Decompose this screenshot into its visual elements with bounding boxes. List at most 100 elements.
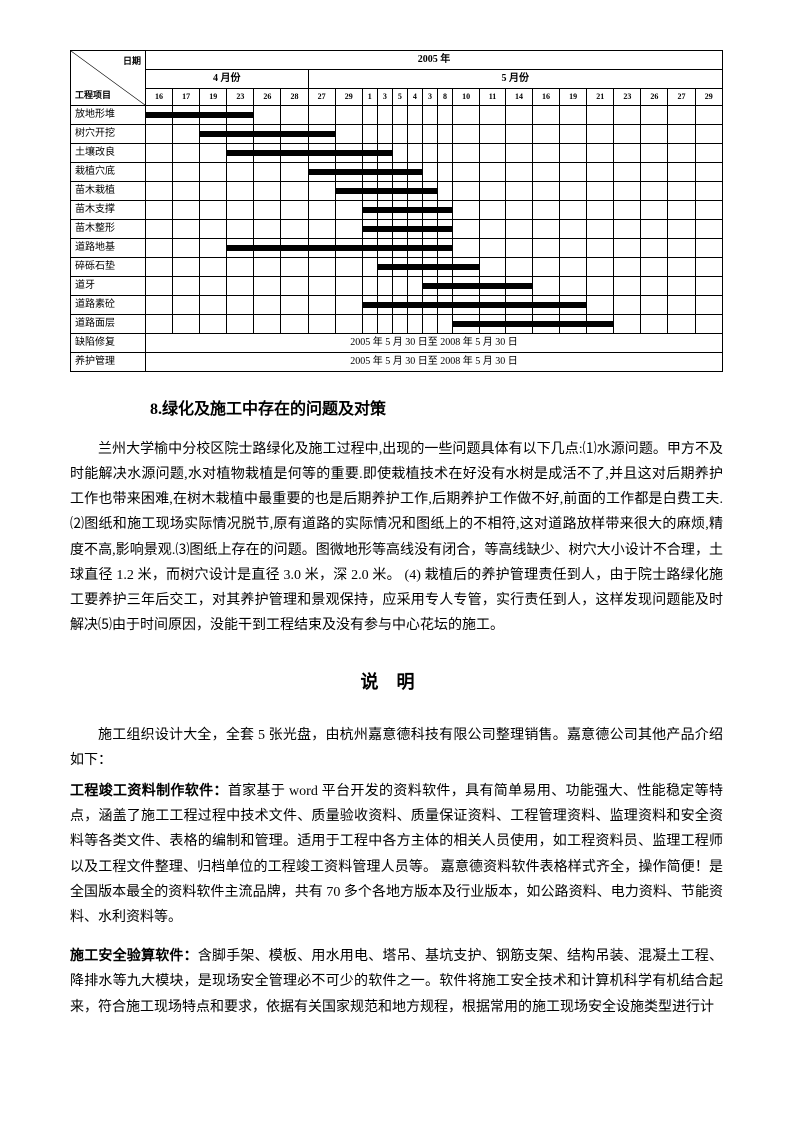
gantt-bar [453, 264, 479, 270]
section8-paragraph: 兰州大学榆中分校区院士路绿化及施工过程中,出现的一些问题具体有以下几点:⑴水源问… [70, 437, 723, 639]
gantt-cell [668, 258, 695, 277]
gantt-cell [695, 144, 722, 163]
gantt-cell [200, 296, 227, 315]
gantt-cell [407, 258, 422, 277]
gantt-cell [422, 239, 437, 258]
gantt-cell [437, 182, 452, 201]
gantt-cell [407, 182, 422, 201]
gantt-cell [437, 296, 452, 315]
gantt-cell [146, 125, 173, 144]
gantt-cell [362, 296, 377, 315]
gantt-cell [437, 163, 452, 182]
gantt-cell [695, 125, 722, 144]
day-header: 1 [362, 89, 377, 106]
gantt-cell [362, 163, 377, 182]
gantt-cell [200, 144, 227, 163]
gantt-cell [407, 163, 422, 182]
gantt-cell [377, 163, 392, 182]
gantt-cell [227, 296, 254, 315]
gantt-cell [335, 296, 362, 315]
gantt-cell [453, 144, 480, 163]
gantt-bar [506, 283, 532, 289]
gantt-cell [146, 201, 173, 220]
gantt-row-label: 碎砾石垫 [71, 258, 146, 277]
diag-top: 日期 [123, 53, 141, 69]
gantt-cell [453, 277, 480, 296]
gantt-cell [377, 125, 392, 144]
day-header: 28 [281, 89, 308, 106]
gantt-cell [227, 220, 254, 239]
gantt-cell [422, 201, 437, 220]
gantt-row-label: 苗木栽植 [71, 182, 146, 201]
gantt-cell [362, 182, 377, 201]
gantt-row-label: 放地形堆 [71, 106, 146, 125]
gantt-row-label: 缺陷修复 [71, 334, 146, 353]
gantt-cell [480, 106, 506, 125]
gantt-bar [438, 264, 452, 270]
gantt-bar [336, 169, 362, 175]
gantt-cell [614, 182, 641, 201]
day-header: 16 [533, 89, 560, 106]
gantt-cell [281, 201, 308, 220]
gantt-bar [363, 226, 377, 232]
gantt-cell [362, 258, 377, 277]
gantt-cell [308, 296, 335, 315]
month-april: 4 月份 [146, 70, 309, 89]
gantt-row-label: 养护管理 [71, 353, 146, 372]
gantt-bar [393, 188, 407, 194]
day-header: 8 [437, 89, 452, 106]
gantt-cell [437, 220, 452, 239]
gantt-cell [587, 220, 614, 239]
gantt-cell [641, 239, 668, 258]
gantt-bar [453, 283, 479, 289]
gantt-bar [408, 188, 422, 194]
gantt-bar [378, 226, 392, 232]
gantt-cell [560, 106, 587, 125]
gantt-bar [560, 321, 586, 327]
day-header: 27 [668, 89, 695, 106]
gantt-bar [393, 226, 407, 232]
gantt-cell [281, 258, 308, 277]
gantt-cell [281, 315, 308, 334]
gantt-cell [587, 144, 614, 163]
gantt-cell [200, 106, 227, 125]
gantt-cell [392, 106, 407, 125]
gantt-cell [407, 125, 422, 144]
gantt-row: 道路素砼 [71, 296, 723, 315]
gantt-cell [200, 182, 227, 201]
gantt-cell [308, 125, 335, 144]
gantt-cell [227, 182, 254, 201]
gantt-cell [146, 144, 173, 163]
gantt-cell [254, 201, 281, 220]
gantt-cell [437, 277, 452, 296]
gantt-cell [392, 277, 407, 296]
gantt-cell [695, 201, 722, 220]
gantt-cell [377, 220, 392, 239]
gantt-cell [173, 106, 200, 125]
day-header: 26 [641, 89, 668, 106]
gantt-cell [587, 258, 614, 277]
gantt-bar [438, 207, 452, 213]
gantt-cell [146, 296, 173, 315]
gantt-cell [480, 258, 506, 277]
month-row: 4 月份5 月份 [71, 70, 723, 89]
gantt-cell [695, 258, 722, 277]
gantt-cell [668, 220, 695, 239]
gantt-merged-text: 2005 年 5 月 30 日至 2008 年 5 月 30 日 [146, 353, 723, 372]
gantt-cell [587, 106, 614, 125]
gantt-cell [173, 315, 200, 334]
gantt-bar [254, 131, 280, 137]
gantt-row: 树穴开挖 [71, 125, 723, 144]
gantt-cell [254, 296, 281, 315]
gantt-cell [362, 220, 377, 239]
gantt-bar [423, 302, 437, 308]
gantt-cell [505, 258, 532, 277]
day-header: 23 [614, 89, 641, 106]
gantt-cell [533, 125, 560, 144]
day-header: 26 [254, 89, 281, 106]
gantt-cell [641, 125, 668, 144]
gantt-bar [378, 207, 392, 213]
gantt-bar [408, 169, 422, 175]
gantt-bar [423, 226, 437, 232]
gantt-corner: 日期 工程项目 [71, 51, 146, 106]
